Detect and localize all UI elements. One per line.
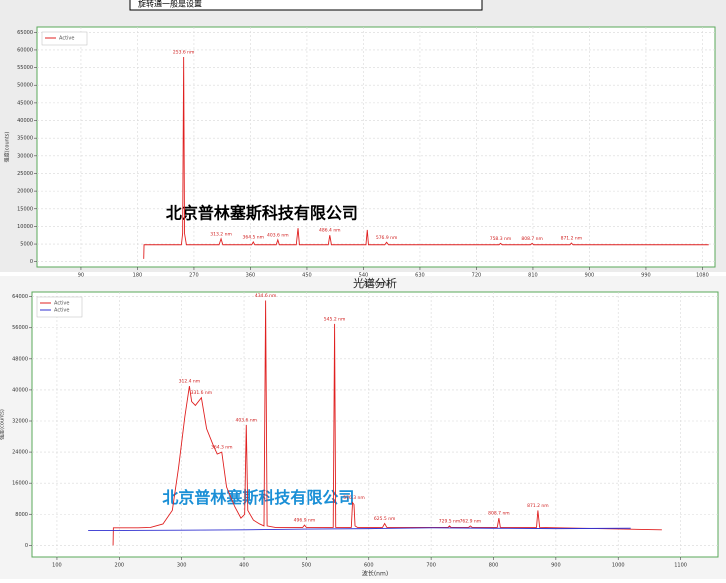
peak-label: 313.2 nm xyxy=(210,231,232,237)
y-tick-label: 16000 xyxy=(12,481,28,487)
peak-label: 364.3 nm xyxy=(211,445,233,451)
plot-area xyxy=(31,291,719,558)
x-tick-label: 900 xyxy=(551,563,561,569)
peak-label: 576.9 nm xyxy=(376,235,398,241)
x-tick-label: 500 xyxy=(302,563,312,569)
series-line xyxy=(88,527,631,532)
watermark: 北京普林塞斯科技有限公司 xyxy=(162,488,354,507)
y-tick-label: 32000 xyxy=(12,419,28,425)
x-tick-label: 720 xyxy=(472,273,482,279)
x-tick-label: 270 xyxy=(189,273,199,279)
y-tick-label: 40000 xyxy=(12,387,28,393)
legend-label: Active xyxy=(54,308,69,314)
series-line xyxy=(143,56,709,259)
peak-label: 403.6 nm xyxy=(236,417,258,423)
peak-label: 808.7 nm xyxy=(488,511,510,517)
y-axis-label: 强度(counts) xyxy=(4,132,11,163)
peak-label: 331.6 nm xyxy=(191,390,213,396)
peak-label: 253.6 nm xyxy=(173,50,195,56)
peak-label: 403.6 nm xyxy=(267,232,289,238)
y-tick-label: 45000 xyxy=(17,100,33,106)
y-tick-label: 0 xyxy=(30,259,33,265)
peak-label: 625.5 nm xyxy=(374,516,396,522)
x-tick-label: 810 xyxy=(528,273,538,279)
y-tick-label: 48000 xyxy=(12,356,28,362)
peak-label: 762.9 nm xyxy=(460,518,482,524)
peak-label: 758.3 nm xyxy=(490,236,512,242)
x-tick-label: 1080 xyxy=(696,273,709,279)
y-tick-label: 10000 xyxy=(17,224,33,230)
y-tick-label: 8000 xyxy=(15,512,28,518)
x-tick-label: 540 xyxy=(359,273,369,279)
y-tick-label: 56000 xyxy=(12,325,28,331)
peak-label: 808.7 nm xyxy=(521,236,543,242)
peak-label: 729.5 nm xyxy=(439,518,461,524)
x-tick-label: 700 xyxy=(426,563,436,569)
chart-title: 光谱分析 xyxy=(353,276,397,290)
y-tick-label: 60000 xyxy=(17,47,33,53)
x-tick-label: 600 xyxy=(364,563,374,569)
legend-box xyxy=(36,296,83,318)
legend-box xyxy=(41,31,88,46)
x-axis-label: 波长(nm) xyxy=(362,570,388,578)
x-tick-label: 630 xyxy=(415,273,425,279)
x-tick-label: 90 xyxy=(78,273,84,279)
x-tick-label: 180 xyxy=(133,273,143,279)
legend-label: Active xyxy=(54,301,69,307)
peak-label: 312.4 nm xyxy=(179,379,201,385)
y-tick-label: 64000 xyxy=(12,294,28,300)
peak-label: 364.5 nm xyxy=(242,234,264,240)
y-tick-label: 35000 xyxy=(17,136,33,142)
x-tick-label: 450 xyxy=(302,273,312,279)
y-tick-label: 20000 xyxy=(17,189,33,195)
header-box xyxy=(129,0,483,11)
y-tick-label: 40000 xyxy=(17,118,33,124)
x-tick-label: 800 xyxy=(489,563,499,569)
peak-label: 576.3 nm xyxy=(343,495,365,501)
plot-area xyxy=(36,26,716,268)
x-axis-label: 波长(nm) xyxy=(363,280,389,288)
header-text: 旋转通一般是设置 xyxy=(138,0,202,9)
x-tick-label: 1000 xyxy=(612,563,625,569)
peak-label: 434.6 nm xyxy=(255,293,277,299)
y-tick-label: 50000 xyxy=(17,83,33,89)
x-tick-label: 400 xyxy=(239,563,249,569)
x-tick-label: 900 xyxy=(585,273,595,279)
series-line xyxy=(112,300,662,546)
y-tick-label: 15000 xyxy=(17,206,33,212)
x-tick-label: 1100 xyxy=(674,563,687,569)
peak-label: 871.2 nm xyxy=(561,236,583,242)
x-tick-label: 300 xyxy=(177,563,187,569)
y-tick-label: 24000 xyxy=(12,450,28,456)
y-tick-label: 55000 xyxy=(17,65,33,71)
x-tick-label: 990 xyxy=(641,273,651,279)
watermark: 北京普林塞斯科技有限公司 xyxy=(166,204,358,223)
peak-label: 486.4 nm xyxy=(319,228,341,234)
peak-label: 871.2 nm xyxy=(527,503,549,509)
y-tick-label: 25000 xyxy=(17,171,33,177)
y-axis-label: 强度(counts) xyxy=(0,409,6,440)
y-tick-label: 30000 xyxy=(17,153,33,159)
y-tick-label: 0 xyxy=(25,543,28,549)
x-tick-label: 200 xyxy=(115,563,125,569)
peak-label: 545.2 nm xyxy=(324,316,346,322)
x-tick-label: 100 xyxy=(52,563,62,569)
x-tick-label: 360 xyxy=(246,273,256,279)
y-tick-label: 5000 xyxy=(20,242,33,248)
legend-label: Active xyxy=(59,36,74,42)
y-tick-label: 65000 xyxy=(17,30,33,36)
peak-label: 496.9 nm xyxy=(294,518,316,524)
